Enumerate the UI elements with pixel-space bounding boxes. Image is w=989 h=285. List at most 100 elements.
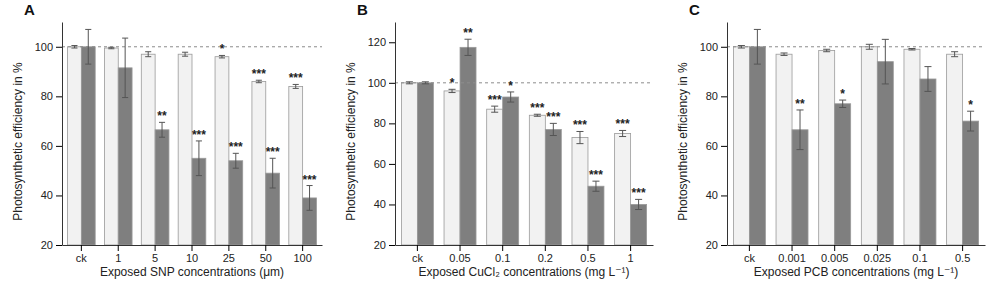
plot-area xyxy=(727,29,985,245)
error-bar xyxy=(468,39,469,55)
error-cap xyxy=(307,210,313,211)
bar xyxy=(819,50,835,245)
error-cap xyxy=(738,48,745,49)
tick-label: 40 xyxy=(706,189,718,201)
error-cap xyxy=(754,64,761,65)
tick-mark xyxy=(877,245,878,251)
error-cap xyxy=(85,64,91,65)
significance-label: * xyxy=(840,87,845,101)
significance-label: ** xyxy=(463,26,473,40)
error-bar xyxy=(88,29,89,64)
tick: 40 xyxy=(41,189,62,201)
bar xyxy=(178,54,192,245)
error-cap xyxy=(619,136,626,137)
tick-mark xyxy=(417,245,418,251)
bar xyxy=(460,47,476,245)
bar xyxy=(417,83,433,245)
error-cap xyxy=(406,83,413,84)
figure: *********************20406080100ck151025… xyxy=(0,0,989,285)
tick: 10 xyxy=(186,245,198,264)
bar xyxy=(776,54,792,245)
reference-line xyxy=(62,46,322,47)
panel-title: A xyxy=(24,1,35,18)
tick-label: 0.5 xyxy=(580,252,595,264)
bar xyxy=(155,130,169,245)
tick-mark xyxy=(460,245,461,251)
bar xyxy=(444,91,460,245)
reference-line xyxy=(727,46,985,47)
significance-label: *** xyxy=(289,71,303,85)
error-cap xyxy=(182,56,188,57)
error-bar xyxy=(553,123,554,135)
significance-label: *** xyxy=(192,128,206,142)
x-axis-title: Exposed CuCl₂ concentrations (mg L⁻¹) xyxy=(418,265,629,279)
bar xyxy=(861,47,877,245)
error-cap xyxy=(823,49,830,50)
tick-label: 120 xyxy=(368,36,386,48)
error-cap xyxy=(406,81,413,82)
tick-label: 20 xyxy=(41,239,53,251)
error-cap xyxy=(781,55,788,56)
tick-mark xyxy=(389,123,395,124)
error-bar xyxy=(148,52,149,57)
tick-mark xyxy=(792,245,793,251)
tick-label: 25 xyxy=(223,252,235,264)
significance-label: *** xyxy=(303,173,317,187)
axis-line xyxy=(396,245,654,246)
error-bar xyxy=(800,110,801,150)
tick-mark xyxy=(749,245,750,251)
tick-mark xyxy=(721,146,727,147)
error-cap xyxy=(781,52,788,53)
tick-label: 100 xyxy=(368,77,386,89)
tick-mark xyxy=(302,245,303,251)
tick-mark xyxy=(545,245,546,251)
tick: 20 xyxy=(41,239,62,251)
bar xyxy=(104,48,118,245)
tick-label: 20 xyxy=(706,239,718,251)
error-cap xyxy=(422,81,429,82)
error-cap xyxy=(491,112,498,113)
significance-label: ** xyxy=(795,97,805,111)
error-bar xyxy=(885,39,886,84)
error-bar xyxy=(185,52,186,56)
error-cap xyxy=(270,188,276,189)
error-cap xyxy=(550,135,557,136)
x-axis-title: Exposed PCB concentrations (mg L⁻¹) xyxy=(754,265,958,279)
tick: ck xyxy=(744,245,756,264)
tick-mark xyxy=(721,245,727,246)
tick-mark xyxy=(389,245,395,246)
x-axis: ck15102550100 xyxy=(63,245,323,264)
tick-label: 40 xyxy=(374,198,386,210)
tick-mark xyxy=(721,195,727,196)
y-axis: 20406080100 xyxy=(35,23,63,252)
error-cap xyxy=(219,57,225,58)
tick: ck xyxy=(76,245,88,264)
tick-mark xyxy=(962,245,963,251)
bar xyxy=(215,57,229,245)
tick: 0.2 xyxy=(538,245,553,264)
error-cap xyxy=(908,48,915,49)
tick-mark xyxy=(389,83,395,84)
tick-mark xyxy=(192,245,193,251)
bar xyxy=(947,54,963,245)
panel: *************************20406080100120c… xyxy=(344,1,654,279)
error-cap xyxy=(882,83,889,84)
bar xyxy=(229,161,243,245)
plot-area xyxy=(62,29,322,245)
error-cap xyxy=(908,49,915,50)
tick: 120 xyxy=(368,36,395,48)
axis-line xyxy=(395,23,396,246)
tick-label: 5 xyxy=(152,252,158,264)
axis-line xyxy=(728,245,986,246)
bar xyxy=(572,138,588,245)
tick-mark xyxy=(389,164,395,165)
error-cap xyxy=(422,83,429,84)
tick-label: 0.1 xyxy=(495,252,510,264)
error-cap xyxy=(754,29,761,30)
significance-label: *** xyxy=(252,67,266,81)
error-bar xyxy=(510,92,511,102)
significance-label: *** xyxy=(488,93,502,107)
panel-title: C xyxy=(689,1,700,18)
error-cap xyxy=(71,48,77,49)
significance-label: * xyxy=(508,79,513,93)
